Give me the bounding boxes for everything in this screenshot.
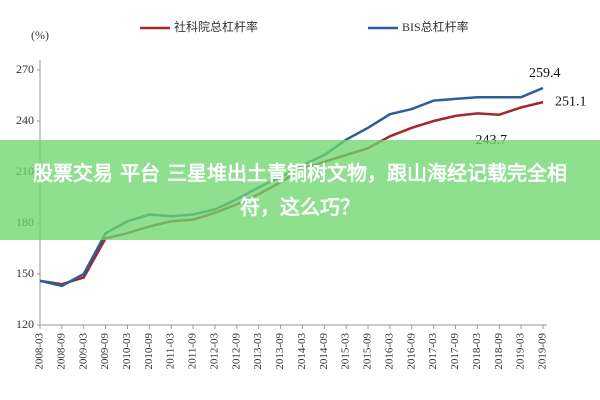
legend-label: BIS总杠杆率 bbox=[402, 19, 469, 34]
x-tick-label: 2014-03 bbox=[296, 333, 308, 370]
x-tick-label: 2008-09 bbox=[55, 333, 67, 370]
data-label: 251.1 bbox=[555, 94, 587, 109]
x-tick-label: 2010-09 bbox=[143, 333, 155, 370]
x-tick-label: 2018-09 bbox=[493, 333, 505, 370]
x-tick-label: 2013-09 bbox=[274, 333, 286, 370]
x-tick-label: 2016-09 bbox=[405, 333, 417, 370]
headline[interactable]: 股票交易 平台 三星堆出土青铜树文物，跟山海经记载完全相符，这么巧？ bbox=[33, 161, 567, 219]
x-tick-label: 2018-03 bbox=[471, 333, 483, 370]
x-tick-label: 2016-03 bbox=[383, 333, 395, 370]
x-tick-label: 2008-03 bbox=[34, 333, 46, 370]
x-tick-label: 2009-09 bbox=[99, 333, 111, 370]
y-axis-label: (%) bbox=[31, 28, 49, 42]
x-tick-label: 2017-03 bbox=[427, 333, 439, 370]
x-tick-label: 2014-09 bbox=[318, 333, 330, 370]
x-tick-label: 2011-09 bbox=[187, 333, 199, 370]
headline-banner[interactable]: 股票交易 平台 三星堆出土青铜树文物，跟山海经记载完全相符，这么巧？ bbox=[0, 140, 600, 240]
x-tick-label: 2017-09 bbox=[449, 333, 461, 370]
x-tick-label: 2009-03 bbox=[77, 333, 89, 370]
x-tick-label: 2019-09 bbox=[537, 333, 549, 370]
y-tick-label: 150 bbox=[16, 266, 34, 280]
x-tick-label: 2012-09 bbox=[230, 333, 242, 370]
x-tick-label: 2015-03 bbox=[340, 333, 352, 370]
x-tick-label: 2011-03 bbox=[165, 333, 177, 370]
x-tick-label: 2012-03 bbox=[208, 333, 220, 370]
x-tick-label: 2013-03 bbox=[252, 333, 264, 370]
y-tick-label: 270 bbox=[16, 62, 34, 76]
data-label: 259.4 bbox=[529, 66, 561, 81]
x-tick-label: 2010-03 bbox=[121, 333, 133, 370]
x-tick-label: 2015-09 bbox=[362, 333, 374, 370]
y-tick-label: 120 bbox=[16, 317, 34, 331]
x-tick-label: 2019-03 bbox=[515, 333, 527, 370]
legend-label: 社科院总杠杆率 bbox=[174, 19, 258, 34]
y-tick-label: 240 bbox=[16, 113, 34, 127]
